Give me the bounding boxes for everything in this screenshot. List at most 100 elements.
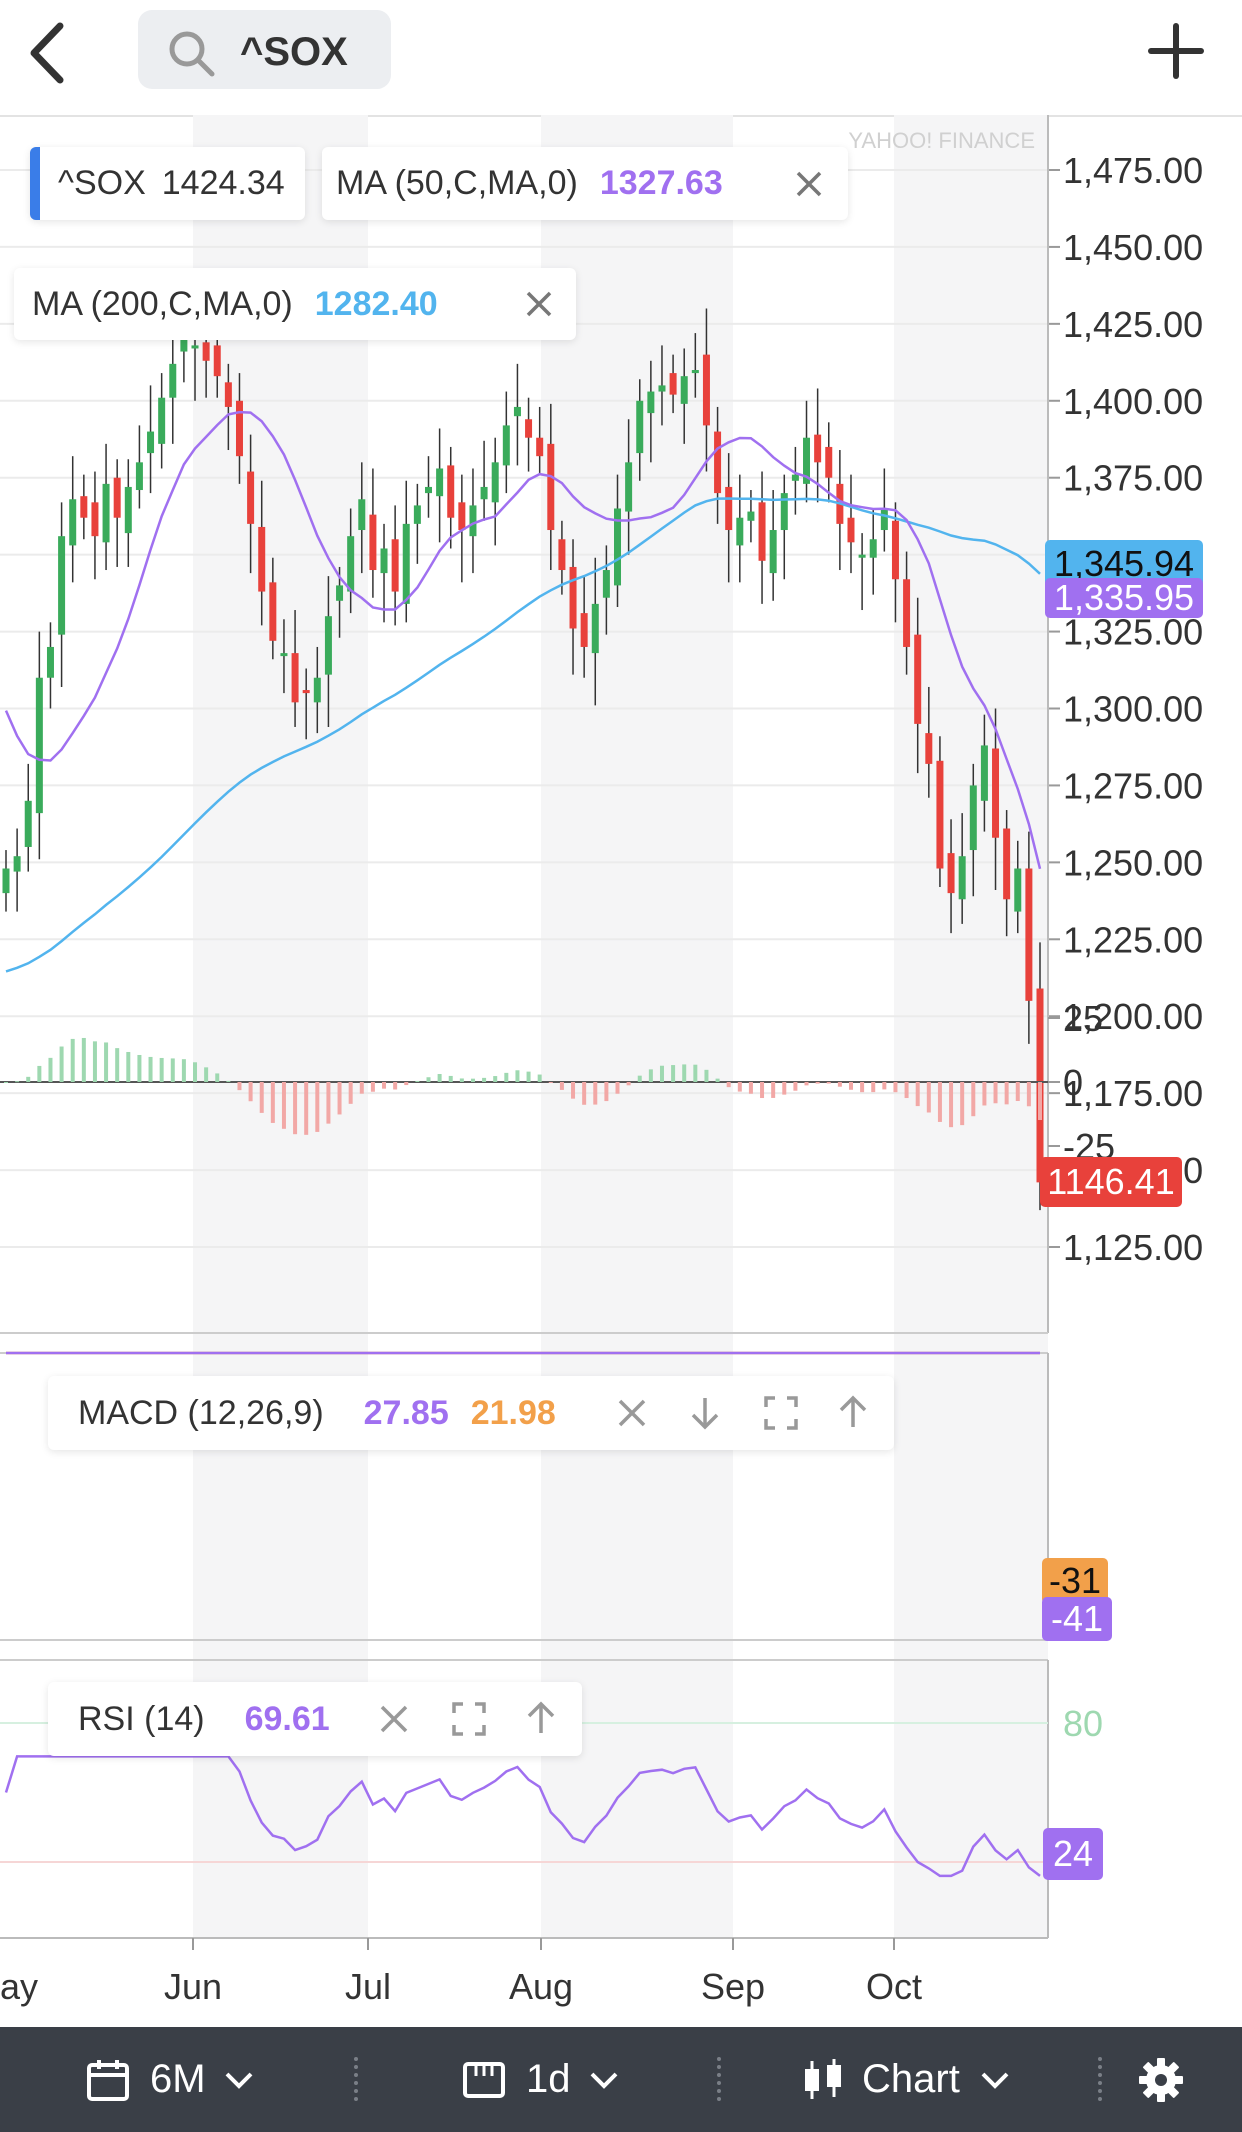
macd-histogram-bar <box>437 1074 442 1082</box>
candle-body <box>569 566 577 629</box>
price-axis-label: 1,125.00 <box>1063 1227 1203 1268</box>
candle-body <box>235 400 243 457</box>
price-axis-label: 1,200.00 <box>1063 996 1203 1037</box>
candle-body <box>35 677 43 814</box>
close-icon[interactable] <box>794 169 824 199</box>
yahoo-watermark: YAHOO! FINANCE <box>848 128 1035 153</box>
candle-body <box>313 677 321 703</box>
candle-body <box>280 653 288 657</box>
move-down-icon[interactable] <box>688 1395 722 1431</box>
candle-body <box>536 437 544 457</box>
candle-body <box>269 582 277 641</box>
close-icon[interactable] <box>616 1397 648 1429</box>
candle-body <box>636 400 644 454</box>
candle-body <box>247 471 255 524</box>
candle-body <box>558 539 566 571</box>
macd-histogram-bar <box>259 1082 264 1113</box>
macd-histogram-bar <box>904 1082 909 1099</box>
move-up-icon[interactable] <box>524 1700 558 1736</box>
expand-icon[interactable] <box>452 1702 486 1736</box>
macd-histogram-bar <box>537 1074 542 1082</box>
symbol-color-marker <box>30 147 40 220</box>
price-axis-label: 1,175.00 <box>1063 1073 1203 1114</box>
macd-histogram-bar <box>704 1069 709 1082</box>
macd-histogram-bar <box>915 1082 920 1107</box>
macd-histogram-bar <box>204 1067 209 1082</box>
candle-body <box>803 437 811 484</box>
macd-last-badge: -41 <box>1042 1597 1112 1641</box>
macd-histogram-bar <box>526 1071 531 1082</box>
candle-body <box>113 477 121 518</box>
search-field[interactable]: ^SOX <box>138 10 391 89</box>
macd-histogram-bar <box>504 1072 509 1082</box>
expand-icon[interactable] <box>764 1396 798 1430</box>
macd-histogram-bar <box>582 1082 587 1105</box>
candle-body <box>947 853 955 894</box>
gear-icon[interactable] <box>1138 2057 1184 2103</box>
macd-histogram-bar <box>782 1082 787 1095</box>
macd-histogram-bar <box>1038 1082 1042 1121</box>
macd-histogram-bar <box>893 1082 898 1093</box>
close-icon[interactable] <box>378 1703 410 1735</box>
range-selector[interactable]: 6M <box>86 2027 254 2132</box>
ma200-label: MA (200,C,MA,0) <box>32 284 293 323</box>
ma50-last-badge: 1,335.95 <box>1045 578 1203 618</box>
candle-body <box>291 653 299 703</box>
macd-histogram-bar <box>826 1082 831 1084</box>
candle-body <box>769 530 777 574</box>
macd-histogram-bar <box>971 1082 976 1117</box>
symbol-value: 1424.34 <box>161 164 285 202</box>
candle-body <box>469 505 477 537</box>
candle-body <box>880 508 888 531</box>
macd-histogram-bar <box>682 1064 687 1082</box>
macd-histogram-bar <box>960 1082 965 1126</box>
rsi-line <box>4 1755 1041 1878</box>
macd-histogram-bar <box>737 1082 742 1092</box>
macd-histogram-bar <box>148 1056 153 1082</box>
candle-body <box>992 748 1000 838</box>
chart-type-selector[interactable]: Chart <box>800 2027 1010 2132</box>
macd-histogram-bar <box>470 1078 475 1082</box>
candle-body <box>224 382 232 407</box>
macd-histogram-bar <box>1015 1082 1020 1102</box>
chevron-down-icon <box>225 2072 252 2089</box>
macd-histogram-bar <box>937 1082 942 1122</box>
add-icon[interactable] <box>1145 20 1207 82</box>
symbol-label: ^SOX <box>58 164 146 202</box>
macd-histogram-bar <box>193 1062 198 1082</box>
candle-body <box>758 502 766 561</box>
macd-histogram-bar <box>793 1082 798 1091</box>
price-axis-label: 1,375.00 <box>1063 458 1203 499</box>
macd-histogram-bar <box>571 1082 576 1099</box>
macd-histogram-bar <box>982 1082 987 1106</box>
back-arrow-icon[interactable] <box>18 18 88 88</box>
interval-label: 1d <box>526 2057 571 2101</box>
macd-histogram-bar <box>671 1065 676 1082</box>
macd-histogram-bar <box>59 1046 64 1082</box>
macd-histogram-bar <box>404 1082 409 1086</box>
price-axis-label: 1,300.00 <box>1063 689 1203 730</box>
macd-histogram-bar <box>281 1082 286 1129</box>
macd-histogram-bar <box>459 1078 464 1082</box>
macd-histogram-bar <box>949 1082 954 1128</box>
ma200-legend-chip: MA (200,C,MA,0) 1282.40 <box>14 268 576 340</box>
price-axis-label: 1,400.00 <box>1063 381 1203 422</box>
interval-selector[interactable]: 1d <box>462 2027 619 2132</box>
rsi-label: RSI (14) <box>78 1699 205 1738</box>
candle-body <box>702 354 710 426</box>
macd-histogram-bar <box>626 1082 631 1086</box>
candle-body <box>180 339 188 352</box>
month-label: Jul <box>345 1966 391 2007</box>
macd-histogram-bar <box>415 1080 420 1082</box>
price-axis-label: 1,325.00 <box>1063 612 1203 653</box>
macd-histogram-bar <box>1026 1082 1031 1107</box>
macd-histogram-bar <box>659 1065 664 1082</box>
macd-histogram-bar <box>559 1082 564 1090</box>
macd-histogram-bar <box>382 1082 387 1089</box>
candle-body <box>980 745 988 801</box>
move-up-icon[interactable] <box>836 1394 870 1430</box>
price-axis-label: 1,425.00 <box>1063 304 1203 345</box>
candle-body <box>658 385 666 392</box>
close-icon[interactable] <box>524 289 554 319</box>
candle-body <box>491 462 499 503</box>
